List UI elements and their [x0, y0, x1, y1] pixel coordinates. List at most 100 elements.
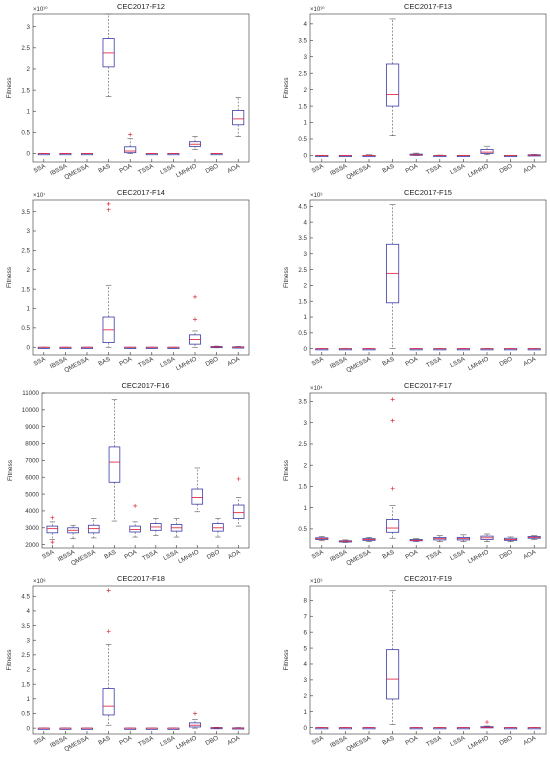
x-tick-label: LMHHO — [467, 356, 490, 373]
y-tick-label: 3 — [27, 637, 31, 644]
y-tick-label: 3 — [304, 420, 308, 427]
y-tick-label: 7000 — [25, 458, 39, 465]
y-tick-label: 3.5 — [298, 235, 307, 242]
y-tick-label: 3000 — [25, 525, 39, 532]
x-tick-label: DBO — [204, 163, 219, 176]
x-tick-label: SSA — [33, 734, 48, 746]
y-tick-label: 3 — [304, 54, 308, 61]
y-tick-label: 1.5 — [298, 484, 307, 491]
y-tick-label: 0.5 — [21, 130, 30, 137]
outlier-marker — [133, 503, 138, 508]
y-tick-label: 6000 — [25, 474, 39, 481]
plot-area-frame — [32, 13, 250, 163]
y-tick-label: 0.5 — [21, 325, 30, 332]
x-tick-label: LSSA — [449, 162, 467, 176]
x-tick-label: LMHHO — [175, 356, 198, 373]
outlier-marker — [193, 711, 197, 716]
x-tick-label: POA — [404, 734, 420, 747]
outlier-marker — [106, 629, 111, 634]
x-tick-label: SSA — [33, 355, 48, 367]
panel-title: CEC2017-F14 — [117, 188, 165, 197]
x-tick-label: DBO — [204, 356, 219, 369]
outlier-marker — [390, 418, 395, 423]
x-tick-label: TSSA — [141, 548, 159, 562]
x-tick-label: TSSA — [425, 162, 443, 176]
y-tick-label: 3 — [304, 251, 308, 258]
y-tick-label: 2.5 — [21, 248, 30, 255]
x-tick-label: AOA — [522, 548, 538, 561]
y-tick-label: 0.5 — [298, 526, 307, 533]
y-tick-label: 1 — [304, 709, 308, 716]
outlier-marker — [390, 486, 395, 491]
y-tick-label: 4.5 — [21, 593, 30, 600]
x-tick-label: LSSA — [449, 548, 467, 562]
axis-exponent: ×10¹⁰ — [310, 6, 325, 13]
y-axis-label: Fitness — [283, 266, 290, 288]
x-tick-label: TSSA — [425, 355, 443, 369]
box-iqr — [386, 519, 400, 533]
x-tick-label: LMHHO — [467, 549, 490, 566]
outlier-marker — [106, 201, 111, 206]
x-tick-label: TSSA — [425, 734, 443, 748]
y-tick-label: 2 — [27, 267, 31, 274]
x-tick-label: AOA — [522, 734, 538, 747]
axis-exponent: ×10⁹ — [310, 578, 323, 585]
y-tick-label: 0 — [27, 344, 31, 351]
plot-area-frame — [309, 392, 547, 549]
y-tick-label: 2 — [304, 87, 308, 94]
y-axis-label: Fitness — [7, 459, 14, 481]
y-tick-label: 1.5 — [298, 103, 307, 110]
y-tick-label: 1 — [304, 314, 308, 321]
x-tick-label: POA — [123, 548, 139, 561]
y-axis-label: Fitness — [6, 266, 13, 288]
x-tick-label: LMHHO — [177, 549, 200, 566]
y-tick-label: 7 — [304, 613, 308, 620]
y-tick-label: 6 — [304, 629, 308, 636]
plot-area-frame — [41, 392, 250, 549]
panel-title: CEC2017-F12 — [117, 2, 165, 11]
y-tick-label: 1 — [304, 120, 308, 127]
x-tick-label: AOA — [226, 355, 242, 368]
y-tick-label: 1 — [27, 696, 31, 703]
outlier-marker — [193, 294, 197, 299]
y-tick-label: 1 — [27, 306, 31, 313]
y-tick-label: 1 — [304, 505, 308, 512]
y-tick-label: 3 — [27, 228, 31, 235]
y-tick-label: 2.5 — [298, 267, 307, 274]
panel-title: CEC2017-F13 — [404, 2, 452, 11]
axis-exponent: ×10⁴ — [310, 385, 323, 392]
y-tick-label: 1.5 — [298, 298, 307, 305]
x-tick-label: QMESSA — [345, 162, 372, 181]
x-tick-label: QMESSA — [345, 734, 372, 753]
x-tick-label: BAS — [381, 163, 395, 175]
x-tick-label: QMESSA — [70, 548, 97, 567]
outlier-marker — [485, 720, 489, 725]
y-tick-label: 2.5 — [298, 70, 307, 77]
plot-area-frame — [309, 585, 547, 735]
y-tick-label: 2.5 — [21, 45, 30, 52]
x-tick-label: BAS — [381, 356, 395, 368]
y-tick-label: 2.5 — [21, 652, 30, 659]
x-tick-label: SSA — [311, 734, 326, 746]
x-tick-label: TSSA — [137, 162, 155, 176]
x-tick-label: SSA — [311, 548, 326, 560]
box-iqr — [480, 149, 494, 154]
y-tick-label: 8 — [304, 598, 308, 605]
x-tick-label: LMHHO — [467, 735, 490, 752]
y-tick-label: 2 — [304, 462, 308, 469]
x-tick-label: AOA — [226, 162, 242, 175]
y-axis-label: Fitness — [283, 649, 290, 671]
x-tick-label: DBO — [206, 549, 221, 562]
x-tick-label: POA — [404, 355, 420, 368]
x-tick-label: POA — [118, 355, 134, 368]
panel-title: CEC2017-F18 — [117, 574, 165, 583]
y-tick-label: 4000 — [25, 508, 39, 515]
y-axis-label: Fitness — [283, 77, 290, 99]
y-tick-label: 2 — [304, 283, 308, 290]
x-tick-label: LMHHO — [175, 735, 198, 752]
axis-exponent: ×10⁸ — [33, 578, 46, 585]
y-tick-label: 8000 — [25, 441, 39, 448]
outlier-marker — [106, 207, 111, 212]
y-tick-label: 3.5 — [21, 209, 30, 216]
